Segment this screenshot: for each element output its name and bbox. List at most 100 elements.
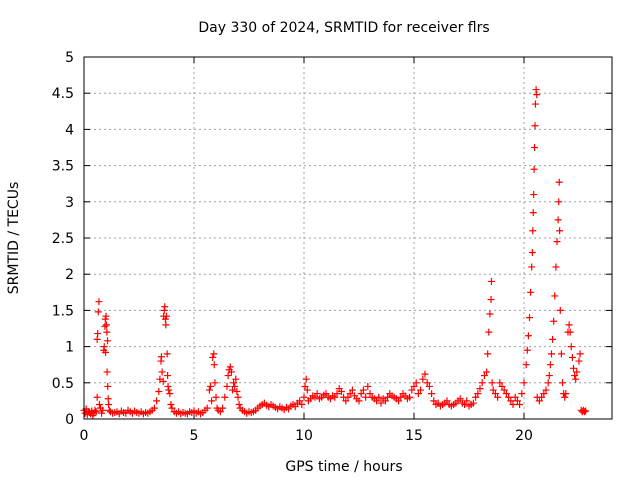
data-point [472,393,480,401]
data-point [95,298,103,306]
data-point [104,337,112,345]
data-point [487,296,495,304]
grid-lines [84,57,612,419]
data-point [348,386,356,394]
axis-ticks: 0 0.5 1 1.5 2 2.5 3 3.5 4 4.5 5 0 5 10 15 20 [52,50,612,444]
data-point [164,372,172,380]
data-point [337,387,345,395]
data-point [216,408,224,416]
data-point [516,401,524,409]
data-point [165,386,173,394]
data-point [540,390,548,398]
data-point [105,401,113,409]
data-point [430,397,438,405]
x-tick-label: 20 [515,428,533,444]
data-point [484,350,492,358]
data-point [518,390,526,398]
data-point [469,399,477,407]
x-tick-label: 15 [405,428,423,444]
y-axis-label: SRMTID / TECUs [6,182,22,295]
data-point [523,346,531,354]
data-point [366,390,374,398]
data-point [162,321,170,329]
data-point [552,263,560,271]
data-point [535,397,543,405]
data-point [528,263,536,271]
data-point [208,397,216,405]
data-points [80,86,590,419]
data-point [542,386,550,394]
data-point [502,390,510,398]
data-point [530,191,538,199]
data-point [538,393,546,401]
data-point [488,379,496,387]
data-point [373,397,381,405]
data-point [100,343,108,351]
data-point [545,372,553,380]
data-point [555,198,563,206]
data-point [572,375,580,383]
data-point [377,399,385,407]
data-point [94,308,102,316]
data-point [573,368,581,376]
data-point [94,330,102,338]
data-point [417,386,425,394]
data-point [157,353,165,361]
data-point [562,390,570,398]
data-point [150,404,158,412]
data-point [528,248,536,256]
data-point [221,393,229,401]
data-point [302,375,310,383]
data-point [91,406,99,414]
data-point [209,353,217,361]
data-point [384,393,392,401]
data-point [559,379,566,387]
data-point [101,322,109,330]
data-point [229,386,236,394]
data-point [164,382,172,390]
data-point [549,335,557,343]
y-tick-label: 2.5 [52,231,74,247]
data-point [163,312,170,320]
data-point [553,238,561,246]
data-point [313,390,321,398]
y-tick-label: 5 [65,50,74,66]
chart-title: Day 330 of 2024, SRMTID for receiver flr… [198,20,489,36]
data-point [364,382,372,390]
data-point [491,390,499,398]
data-point [322,390,330,398]
plot-frame [83,56,613,420]
x-tick-label: 0 [80,428,89,444]
data-point [155,387,163,395]
data-point [99,406,107,414]
data-point [414,390,422,398]
data-point [311,393,319,401]
data-point [486,310,494,318]
data-point [529,209,537,217]
data-point [554,216,562,224]
data-point [548,350,555,358]
data-point [487,277,495,285]
data-point [570,364,577,372]
data-point [461,401,469,409]
y-tick-label: 0 [65,412,74,428]
data-point [104,382,112,390]
data-point [575,357,583,365]
data-point [526,314,533,322]
data-point [231,382,239,390]
y-tick-label: 3.5 [52,159,74,175]
data-point [557,350,565,358]
data-point [582,407,590,415]
data-point [102,348,110,356]
data-point [527,288,535,296]
x-tick-label: 10 [295,428,313,444]
data-point [494,393,502,401]
data-point [159,377,167,385]
data-point [395,397,403,405]
data-point [476,385,484,393]
data-point [95,401,103,409]
data-point [485,328,493,336]
data-point [344,393,352,401]
data-point [511,393,519,401]
data-point [463,397,471,405]
